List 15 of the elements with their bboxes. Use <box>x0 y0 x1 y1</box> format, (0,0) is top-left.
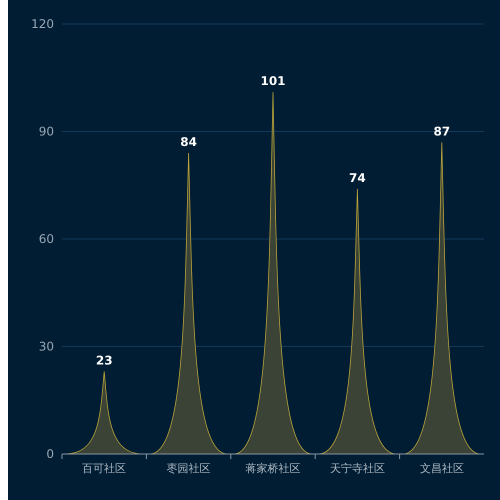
data-label: 23 <box>96 354 113 368</box>
data-label: 101 <box>260 74 286 88</box>
data-label: 74 <box>349 170 366 185</box>
data-label: 87 <box>433 124 450 138</box>
data-label: 84 <box>180 135 197 149</box>
x-tick-label: 百可社区 <box>82 462 126 475</box>
y-tick-label: 90 <box>38 124 54 139</box>
y-tick-label: 60 <box>38 232 54 246</box>
y-tick-label: 120 <box>31 17 54 32</box>
y-tick-label: 30 <box>38 340 54 354</box>
x-tick-label: 文昌社区 <box>420 462 464 475</box>
x-tick-label: 蒋家桥社区 <box>246 462 300 475</box>
x-tick-label: 枣园社区 <box>166 462 211 475</box>
y-tick-label: 0 <box>46 447 54 462</box>
x-tick-label: 天宁寺社区 <box>330 462 385 475</box>
